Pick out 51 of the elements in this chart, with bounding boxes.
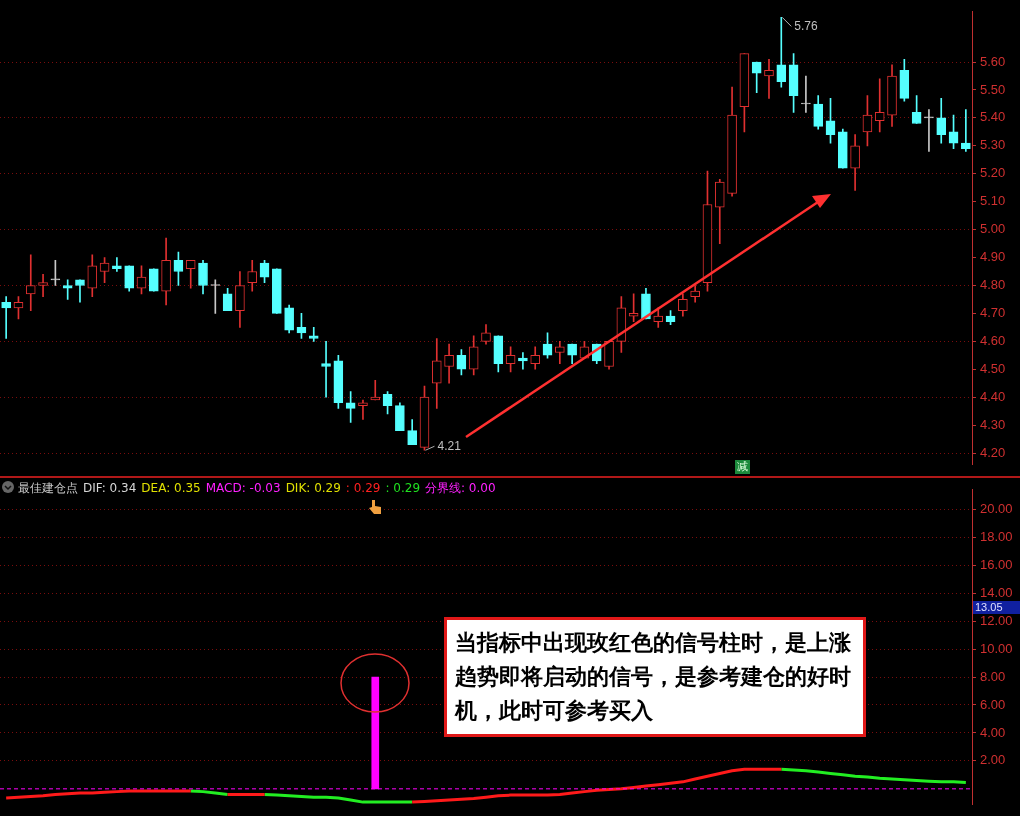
y-tick-label: 6.00 bbox=[980, 696, 1006, 712]
y-tick-label: 5.60 bbox=[980, 53, 1006, 69]
y-tick-label: 5.50 bbox=[980, 81, 1006, 97]
y-tick-label: 4.60 bbox=[980, 332, 1006, 348]
y-tick-label: 5.00 bbox=[980, 221, 1006, 237]
y-tick-label: 5.10 bbox=[980, 193, 1006, 209]
y-tick-label: 4.00 bbox=[980, 724, 1006, 740]
candlestick bbox=[776, 17, 787, 88]
annotation: : 0.29 bbox=[385, 481, 421, 495]
y-tick-label: 14.00 bbox=[980, 584, 1013, 600]
annotation: MACD: -0.03 bbox=[205, 481, 281, 495]
candlestick bbox=[1, 296, 11, 339]
y-tick-label: 4.70 bbox=[980, 304, 1006, 320]
y-tick-label: 10.00 bbox=[980, 640, 1013, 656]
candlestick bbox=[308, 327, 319, 342]
y-tick-label: 4.20 bbox=[980, 444, 1006, 460]
y-tick-label: 4.90 bbox=[980, 249, 1006, 265]
chart-title: 最佳建仓点 bbox=[18, 481, 78, 495]
y-tick-label: 18.00 bbox=[980, 528, 1013, 544]
y-tick-label: 4.80 bbox=[980, 277, 1006, 293]
y-tick-label: 16.00 bbox=[980, 556, 1013, 572]
y-tick-label: 2.00 bbox=[980, 752, 1006, 768]
y-tick-label: 5.40 bbox=[980, 109, 1006, 125]
annotation: : 0.29 bbox=[345, 481, 381, 495]
y-tick-label: 4.50 bbox=[980, 360, 1006, 376]
annotation: 4.21 bbox=[437, 438, 462, 453]
text: 13.05 bbox=[973, 601, 1020, 614]
y-tick-label: 8.00 bbox=[980, 668, 1006, 684]
y-tick-label: 4.40 bbox=[980, 388, 1006, 404]
y-tick-label: 5.20 bbox=[980, 165, 1006, 181]
candlestick bbox=[38, 273, 48, 297]
candlestick bbox=[62, 279, 73, 300]
annotation: 分界线: 0.00 bbox=[425, 481, 496, 495]
annotation: DIK: 0.29 bbox=[285, 481, 341, 495]
candlestick bbox=[961, 109, 971, 152]
y-tick-label: 20.00 bbox=[980, 500, 1013, 516]
candlestick bbox=[358, 399, 368, 420]
candlestick bbox=[924, 109, 934, 152]
y-tick-label: 4.30 bbox=[980, 416, 1006, 432]
candlestick bbox=[321, 341, 331, 398]
annotation: DEA: 0.35 bbox=[141, 481, 201, 495]
annotation: 5.76 bbox=[794, 18, 818, 33]
candlestick bbox=[801, 75, 811, 113]
annotation: DIF: 0.34 bbox=[83, 481, 137, 495]
candlestick bbox=[764, 58, 774, 99]
y-tick-label: 12.00 bbox=[980, 612, 1013, 628]
annotation: 当指标中出现玫红色的信号柱时，是上涨趋势即将启动的信号，是参考建仓的好时机，此时可参考买入 bbox=[444, 617, 866, 737]
annotation: 减 bbox=[735, 460, 750, 474]
candlestick bbox=[25, 254, 36, 311]
candlestick bbox=[874, 78, 885, 133]
y-tick-label: 5.30 bbox=[980, 137, 1006, 153]
